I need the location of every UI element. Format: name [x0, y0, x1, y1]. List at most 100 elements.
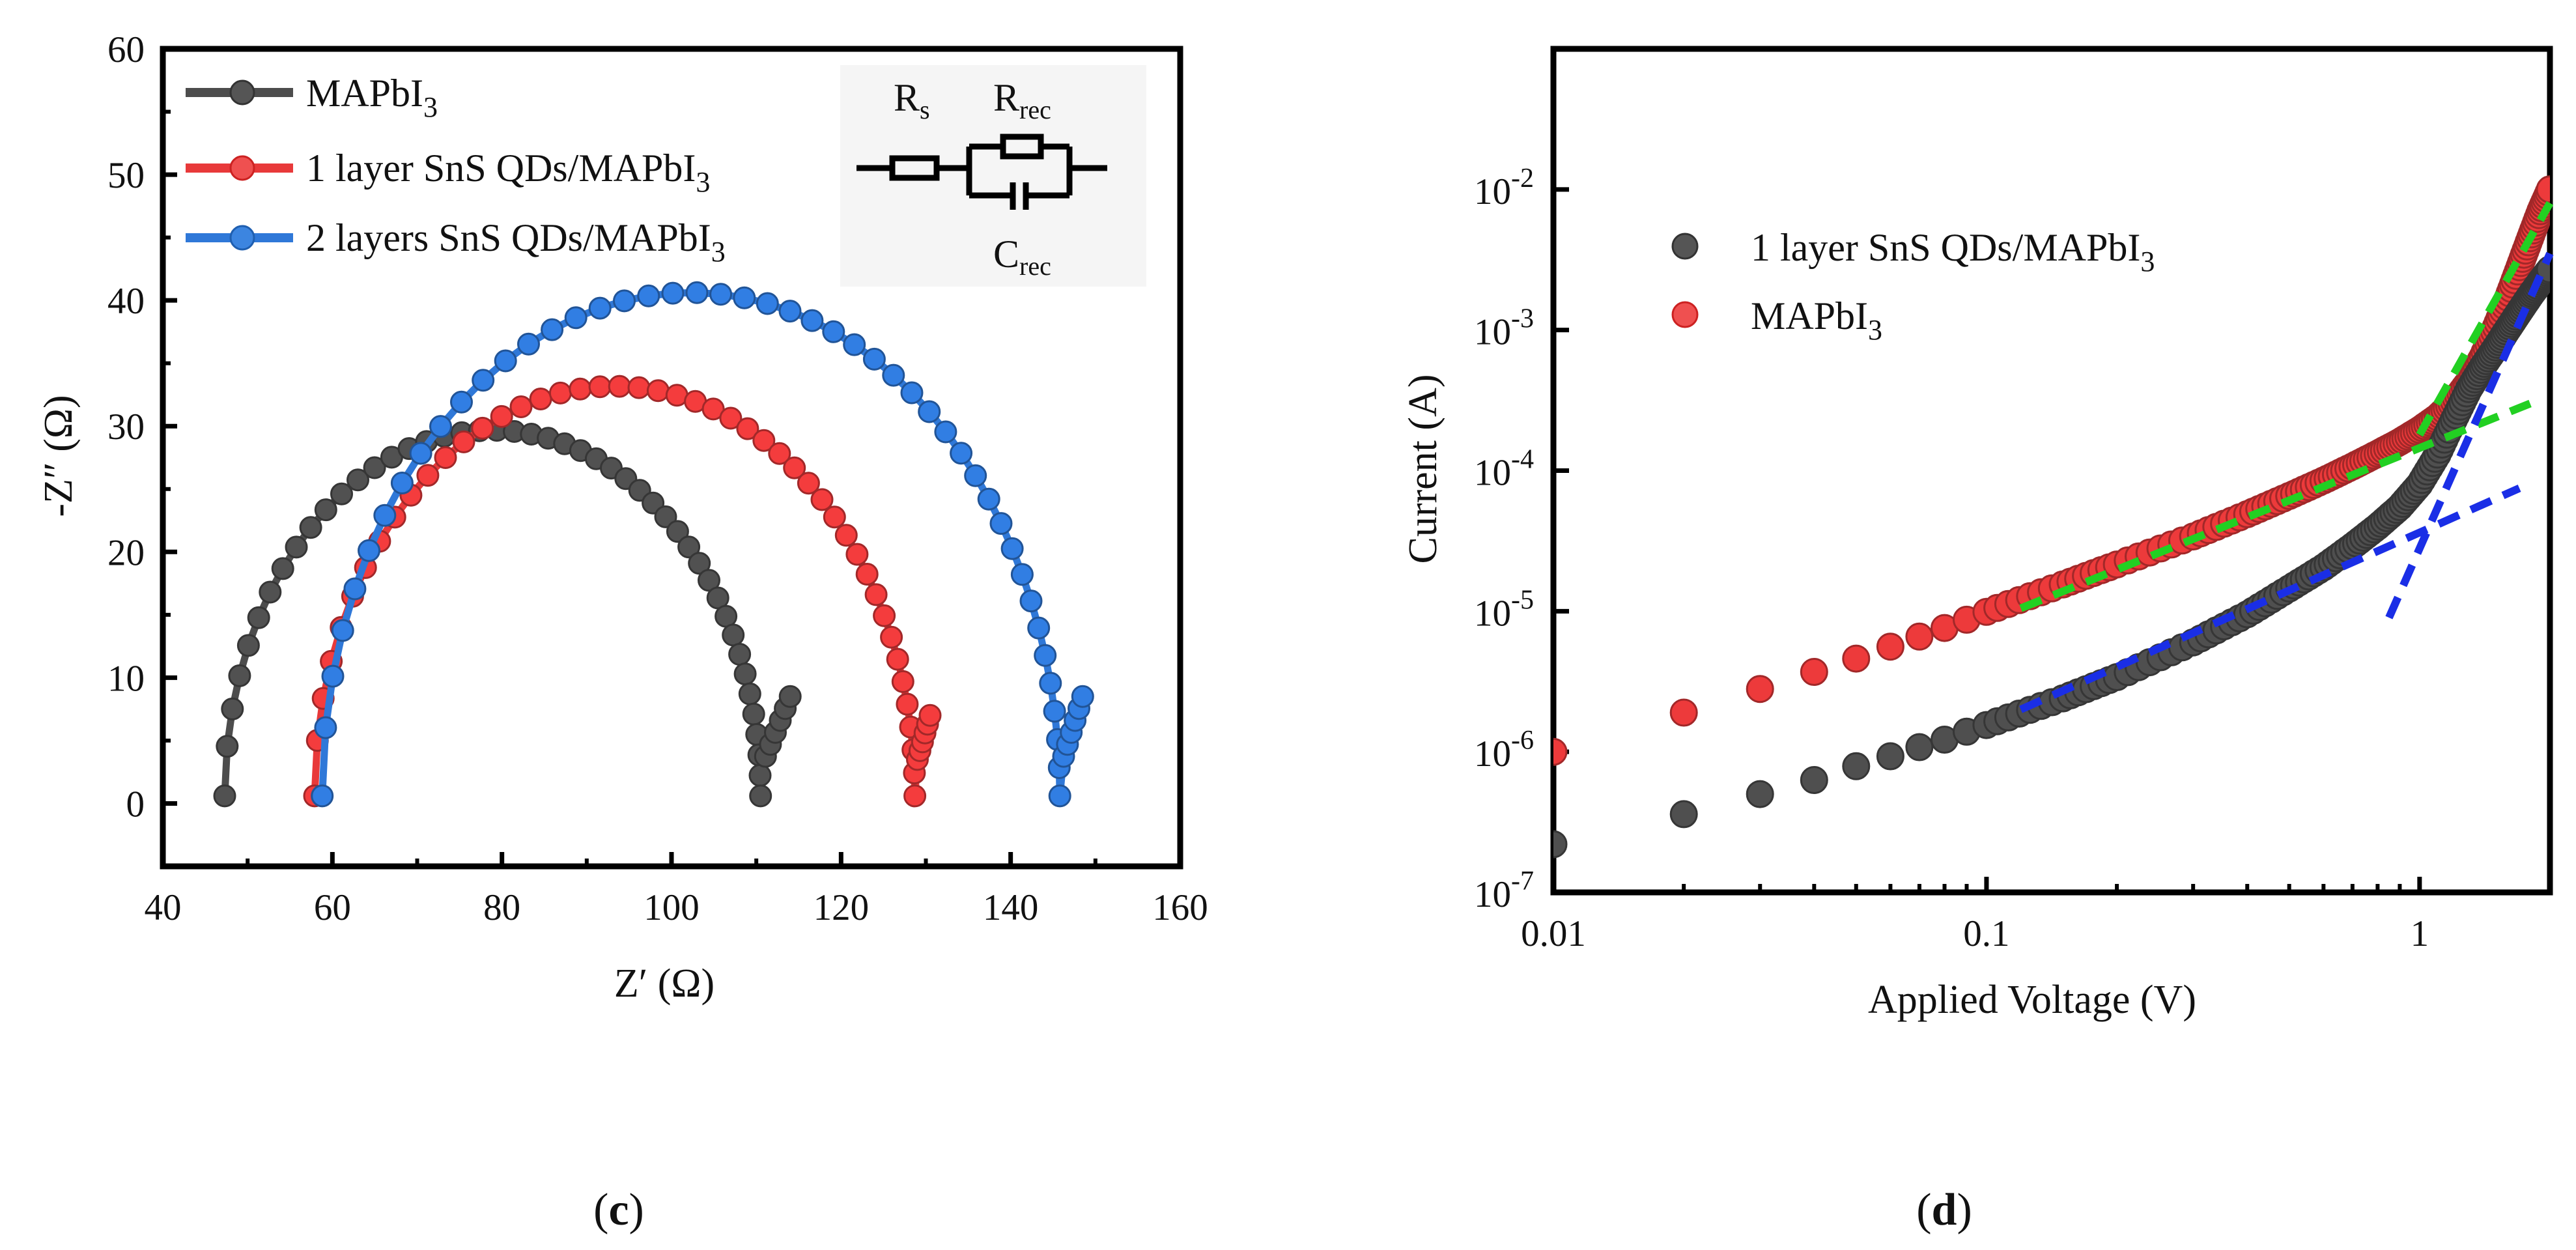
data-point [1039, 672, 1062, 695]
data-point [882, 363, 905, 387]
data-point [810, 488, 834, 511]
data-point [900, 381, 924, 405]
data-point [1842, 644, 1871, 673]
data-point [1048, 784, 1071, 808]
data-point [661, 281, 685, 305]
y-tick-label: 50 [107, 155, 145, 196]
data-point [1019, 589, 1043, 613]
data-point [688, 552, 711, 575]
panel-d-x-axis-label: Applied Voltage (V) [1868, 978, 2196, 1022]
x-tick-label: 60 [314, 887, 351, 928]
data-point [1553, 737, 1568, 766]
data-point [471, 416, 494, 440]
data-point [1034, 644, 1057, 667]
data-point [236, 634, 260, 657]
data-point [311, 784, 334, 808]
series-1 [1553, 255, 2550, 859]
data-point [1800, 658, 1828, 686]
panel-d-series [1553, 175, 2550, 859]
data-point [390, 472, 414, 494]
legend-label: MAPbI3 [306, 72, 438, 123]
data-point [509, 395, 533, 418]
data-point [1043, 700, 1066, 723]
legend-item-2-layers: 2 layers SnS QDs/MAPbI3 [186, 216, 726, 268]
data-point [950, 442, 973, 465]
y-tick-label: 10-5 [1474, 585, 1534, 634]
data-point [548, 381, 572, 405]
data-point [654, 505, 677, 528]
panel-d-fit-lines [2019, 201, 2554, 713]
data-point [472, 369, 495, 392]
y-tick-label: 10-6 [1474, 726, 1534, 774]
panel-c-x-ticks: 40 60 80 100 120 140 160 [145, 852, 1208, 928]
data-point [347, 468, 369, 492]
x-tick-label: 100 [644, 887, 700, 928]
panel-d-x-ticks: 0.01 0.1 1 [1521, 877, 2552, 954]
legend-item-1-layer: 1 layer SnS QDs/MAPbI3 [186, 147, 710, 198]
data-point [891, 670, 914, 693]
data-point [756, 292, 779, 315]
data-point [834, 524, 858, 547]
data-point [843, 333, 866, 356]
y-tick-label: 60 [107, 29, 145, 70]
legend-label: MAPbI3 [1751, 294, 1882, 346]
series-1 [213, 419, 802, 808]
y-tick-label: 40 [107, 281, 145, 322]
data-point [1800, 766, 1828, 794]
data-point [1746, 675, 1774, 703]
y-tick-label: 10-7 [1474, 866, 1534, 915]
data-point [886, 647, 909, 671]
data-point [722, 623, 745, 647]
data-point [228, 664, 251, 687]
data-point [490, 405, 513, 428]
fit-line [2416, 201, 2554, 437]
y-tick-label: 30 [107, 406, 145, 447]
fit-line [2019, 399, 2532, 612]
data-point [855, 563, 879, 586]
data-point [797, 472, 820, 495]
data-point [742, 702, 765, 726]
data-point [666, 520, 689, 543]
data-point [1071, 685, 1094, 708]
data-point [873, 604, 896, 627]
data-point [450, 390, 473, 414]
data-point [778, 300, 802, 323]
data-point [880, 625, 903, 649]
panel-c-y-ticks: 0 10 20 30 40 50 60 [107, 29, 177, 825]
equivalent-circuit-inset: Rs Rrec Crec [840, 65, 1146, 287]
y-tick-label: 10-2 [1474, 163, 1534, 212]
data-point [918, 400, 941, 423]
data-point [314, 716, 337, 739]
data-point [685, 281, 709, 304]
data-point [748, 763, 772, 787]
data-point [964, 464, 987, 487]
circuit-schematic [856, 134, 1107, 210]
data-point [934, 420, 957, 444]
data-point [409, 442, 432, 465]
data-point [989, 512, 1013, 535]
x-tick-label: 140 [983, 887, 1039, 928]
data-point [373, 504, 397, 527]
panel-d-caption: (d) [1916, 1185, 1972, 1235]
data-point [1876, 632, 1904, 661]
data-point [646, 379, 670, 403]
x-tick-label: 0.1 [1963, 913, 2009, 954]
fit-line [2019, 485, 2521, 713]
data-point [728, 643, 752, 666]
data-point [285, 535, 308, 559]
legend-marker [229, 225, 255, 251]
legend-marker [229, 155, 255, 181]
data-point [321, 664, 345, 688]
legend-item-mapbi3: MAPbI3 [186, 72, 438, 123]
data-point [677, 535, 701, 559]
legend-label: 1 layer SnS QDs/MAPbI3 [306, 147, 710, 198]
data-point [363, 456, 386, 479]
panel-c-series [213, 281, 1094, 808]
x-tick-label: 160 [1152, 887, 1208, 928]
data-point [823, 505, 846, 529]
legend-marker [229, 79, 255, 106]
data-point [2536, 175, 2550, 204]
panel-d-iv-log: 0.01 0.1 1 10-7 10-6 10-5 10-4 10-3 10-2 Applie… [1401, 46, 2554, 1022]
data-point [733, 286, 756, 309]
data-point [569, 377, 592, 401]
